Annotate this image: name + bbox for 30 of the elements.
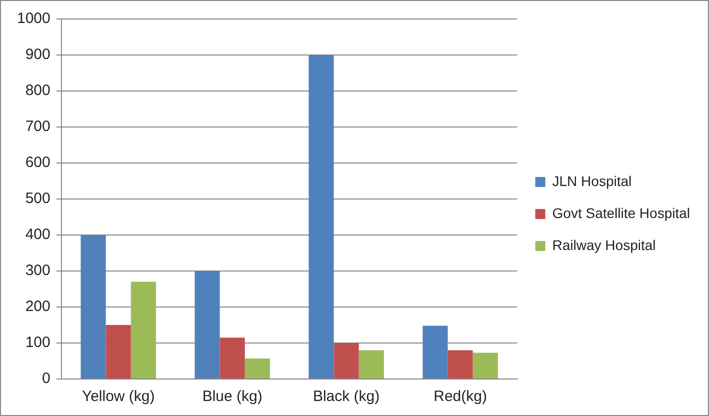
bar <box>472 352 498 378</box>
legend-label: Railway Hospital <box>552 236 656 253</box>
y-tick-label: 300 <box>25 262 50 280</box>
bar <box>448 350 473 378</box>
bar <box>80 235 106 378</box>
bar <box>106 325 131 378</box>
y-tick-label: 500 <box>25 190 50 208</box>
bar <box>244 358 270 378</box>
x-tick-label: Blue (kg) <box>202 388 262 406</box>
x-tick-label: Yellow (kg) <box>82 388 155 406</box>
y-tick-label: 700 <box>25 118 50 136</box>
bar <box>220 338 245 378</box>
bar <box>334 343 359 378</box>
bar <box>422 326 448 378</box>
bar <box>358 350 384 378</box>
y-tick-label: 800 <box>25 82 50 100</box>
y-tick-label: 100 <box>25 334 50 352</box>
bar <box>308 55 334 378</box>
y-tick-label: 1000 <box>16 10 50 28</box>
y-tick-label: 900 <box>25 46 50 64</box>
bar <box>194 271 220 378</box>
x-tick-label: Black (kg) <box>312 388 380 406</box>
y-tick-label: 600 <box>25 154 50 172</box>
legend-label: JLN Hospital <box>552 172 632 189</box>
y-tick-label: 400 <box>25 226 50 244</box>
y-tick-label: 200 <box>25 298 50 316</box>
legend-label: Govt Satellite Hospital <box>552 204 690 221</box>
x-tick-label: Red(kg) <box>434 388 487 406</box>
y-tick-label: 0 <box>42 370 50 388</box>
bar <box>130 282 156 378</box>
